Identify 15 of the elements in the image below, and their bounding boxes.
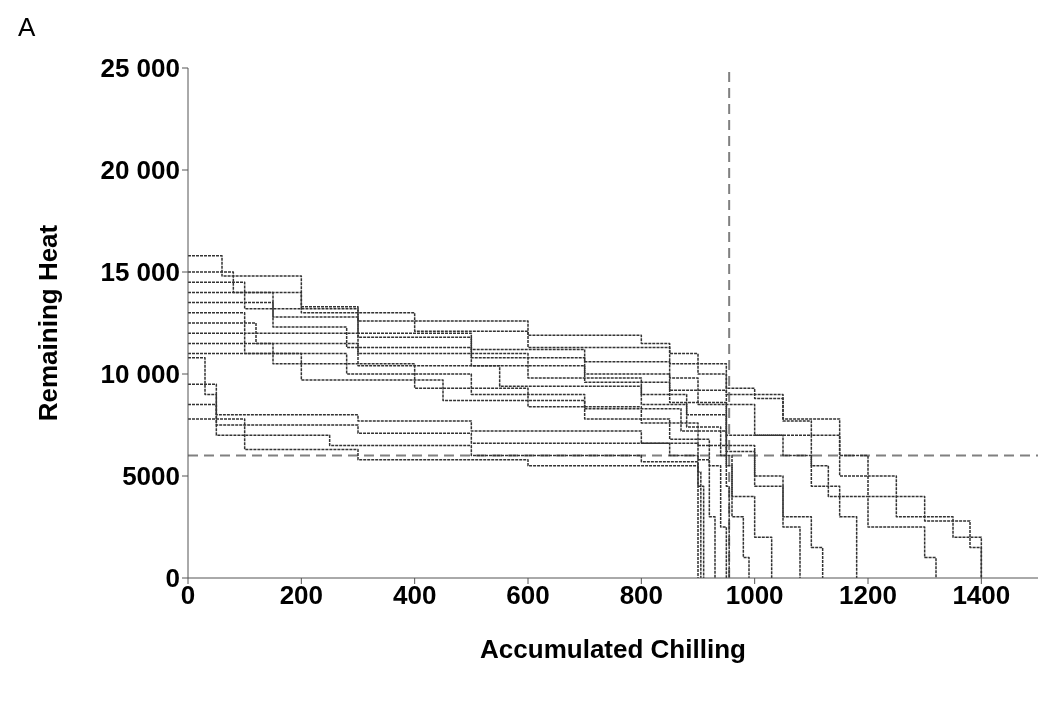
y-tick-label: 20 000 (100, 155, 180, 186)
x-tick-label: 1400 (952, 580, 1011, 611)
y-tick-label: 15 000 (100, 257, 180, 288)
x-tick-label: 200 (279, 580, 324, 611)
y-tick-label: 5000 (122, 461, 180, 492)
chart-title: A (18, 12, 36, 43)
x-tick-label: 1000 (725, 580, 784, 611)
y-tick-label: 10 000 (100, 359, 180, 390)
y-axis-title: Remaining Heat (33, 224, 64, 422)
x-tick-label: 800 (619, 580, 664, 611)
x-axis-title: Accumulated Chilling (480, 634, 746, 664)
y-tick-label: 25 000 (100, 53, 180, 84)
x-tick-label: 400 (392, 580, 437, 611)
x-tick-label: 1200 (839, 580, 897, 611)
x-tick-label: 600 (506, 580, 550, 611)
